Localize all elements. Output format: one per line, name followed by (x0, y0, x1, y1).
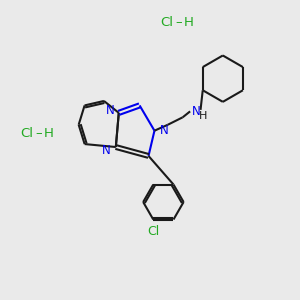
Text: –: – (175, 16, 181, 29)
Text: Cl: Cl (20, 127, 33, 140)
Text: Cl: Cl (160, 16, 173, 29)
Text: N: N (160, 124, 169, 137)
Text: N: N (102, 143, 110, 157)
Text: H: H (44, 127, 54, 140)
Text: H: H (199, 111, 208, 121)
Text: Cl: Cl (147, 225, 159, 238)
Text: N: N (106, 104, 114, 117)
Text: H: H (184, 16, 194, 29)
Text: –: – (35, 127, 42, 140)
Text: N: N (192, 105, 200, 118)
